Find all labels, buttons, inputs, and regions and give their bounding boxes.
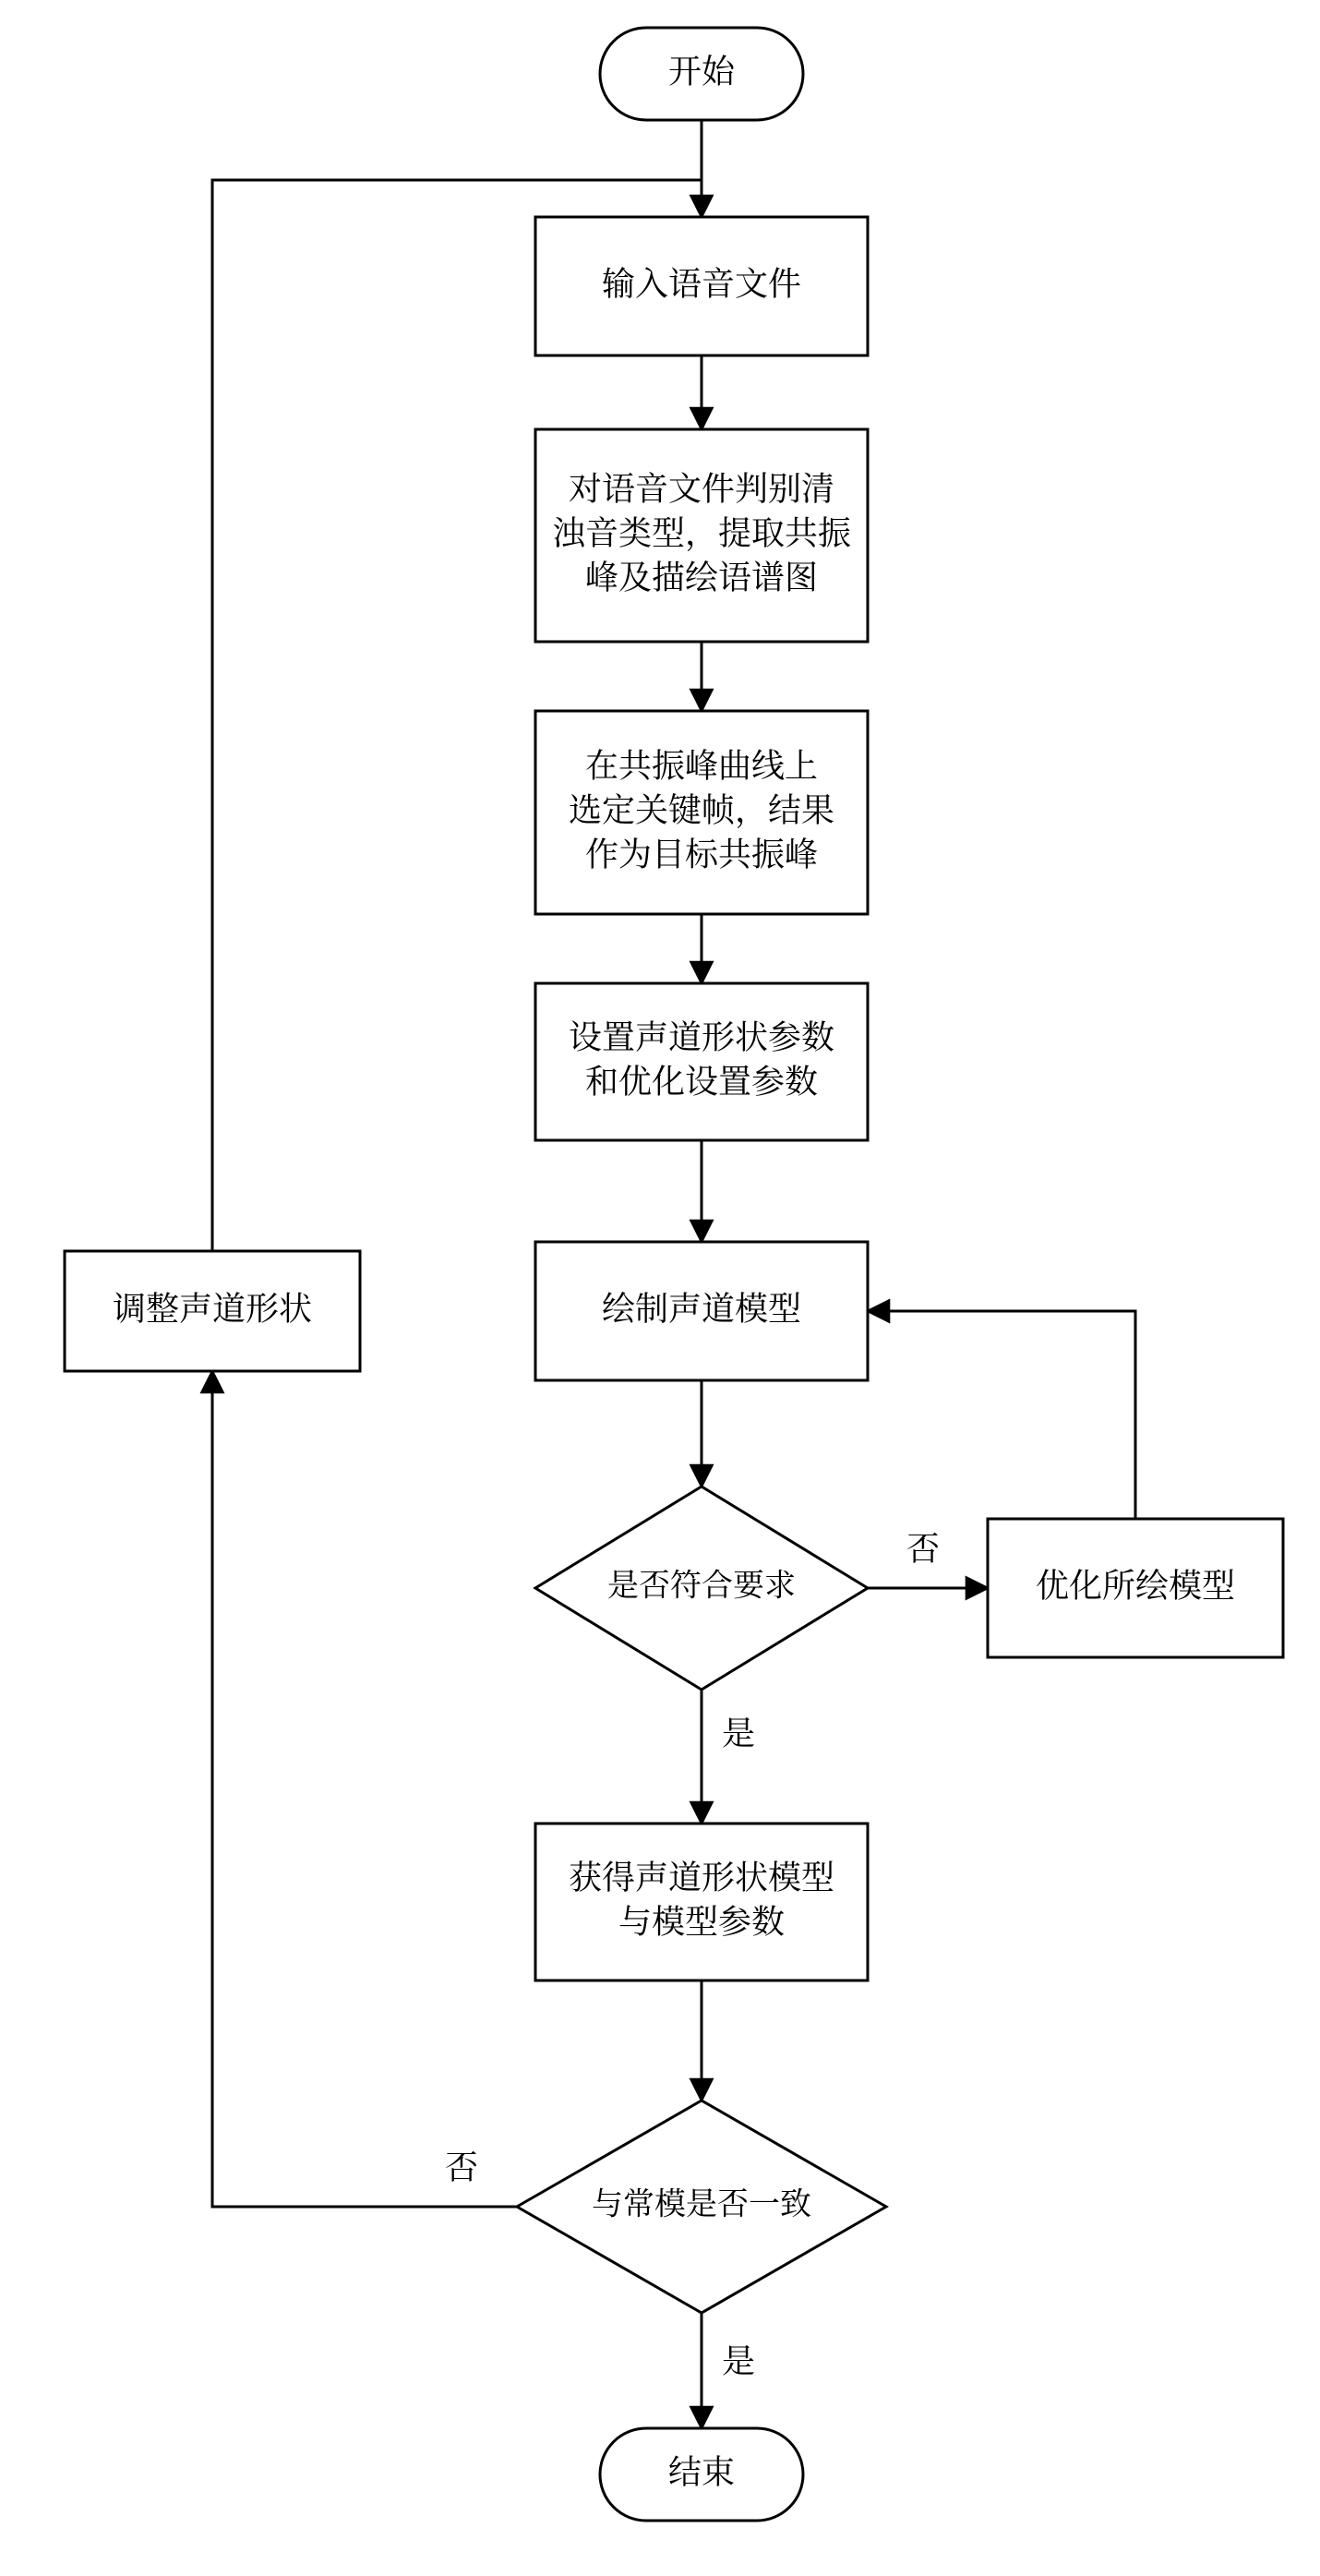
node-p4-label: 和优化设置参数 xyxy=(585,1055,818,1102)
flow-edge xyxy=(212,1371,517,2207)
node-end: 结束 xyxy=(600,2428,803,2521)
node-d1: 是否符合要求 xyxy=(535,1487,868,1690)
node-p5-label: 绘制声道模型 xyxy=(602,1282,801,1330)
node-p2-label: 对语音文件判别清 xyxy=(569,463,834,510)
node-p3: 在共振峰曲线上选定关键帧，结果作为目标共振峰 xyxy=(535,711,868,914)
node-d2: 与常模是否一致 xyxy=(517,2101,886,2313)
flowchart-canvas: 开始输入语音文件对语音文件判别清浊音类型，提取共振峰及描绘语谱图在共振峰曲线上选… xyxy=(0,0,1320,2576)
node-p6: 获得声道形状模型与模型参数 xyxy=(535,1824,868,1980)
node-p2-label: 浊音类型，提取共振 xyxy=(552,507,851,554)
edge-label: 否 xyxy=(906,1523,940,1570)
flow-edge xyxy=(868,1311,1135,1519)
node-p2: 对语音文件判别清浊音类型，提取共振峰及描绘语谱图 xyxy=(535,429,868,642)
node-opt: 优化所绘模型 xyxy=(988,1519,1283,1657)
node-d1-label: 是否符合要求 xyxy=(607,1560,796,1606)
node-p1-label: 输入语音文件 xyxy=(602,258,801,305)
node-start: 开始 xyxy=(600,28,803,120)
node-adj: 调整声道形状 xyxy=(65,1251,360,1371)
node-p2-label: 峰及描绘语谱图 xyxy=(585,551,818,598)
node-p3-label: 选定关键帧，结果 xyxy=(569,784,834,831)
node-adj-label: 调整声道形状 xyxy=(113,1282,312,1330)
node-p3-label: 在共振峰曲线上 xyxy=(585,740,818,787)
node-p6-label: 与模型参数 xyxy=(618,1896,785,1943)
node-d2-label: 与常模是否一致 xyxy=(592,2179,811,2224)
edge-label: 否 xyxy=(445,2141,478,2188)
node-end-label: 结束 xyxy=(668,2446,735,2493)
node-opt-label: 优化所绘模型 xyxy=(1036,1559,1235,1607)
node-p1: 输入语音文件 xyxy=(535,217,868,355)
node-p5: 绘制声道模型 xyxy=(535,1242,868,1380)
node-p6-label: 获得声道形状模型 xyxy=(569,1851,834,1898)
node-p3-label: 作为目标共振峰 xyxy=(585,828,818,875)
node-p4: 设置声道形状参数和优化设置参数 xyxy=(535,983,868,1140)
edge-label: 是 xyxy=(722,1707,755,1754)
node-start-label: 开始 xyxy=(668,45,736,92)
edge-label: 是 xyxy=(722,2335,755,2382)
node-p4-label: 设置声道形状参数 xyxy=(569,1011,834,1058)
